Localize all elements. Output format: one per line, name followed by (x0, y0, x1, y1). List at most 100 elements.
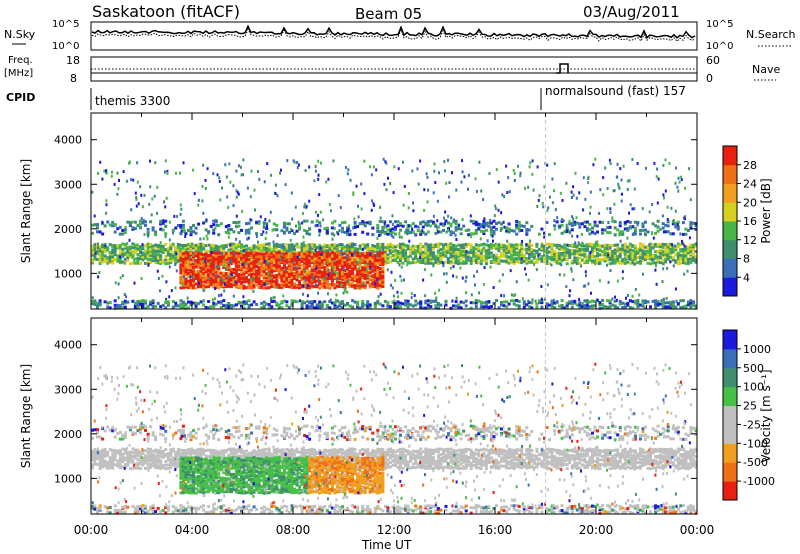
power-cell (686, 245, 690, 249)
power-cell (474, 223, 478, 227)
power-cell (478, 160, 481, 164)
power-cell (298, 266, 301, 270)
power-cell (512, 262, 516, 265)
power-cell (449, 224, 453, 228)
power-cell (500, 222, 503, 226)
power-cell (393, 165, 396, 169)
power-cell (149, 248, 153, 252)
power-cell (136, 247, 140, 251)
power-cell (694, 259, 698, 263)
velocity-cell (91, 507, 94, 511)
power-cell (214, 302, 218, 306)
power-cell (492, 225, 496, 229)
power-cell (176, 259, 180, 263)
power-cell (232, 245, 236, 249)
power-cell (575, 303, 579, 307)
power-cell (686, 269, 689, 273)
power-cell (222, 273, 226, 277)
power-cell (664, 252, 668, 256)
power-cell (151, 226, 155, 230)
power-cell (381, 280, 385, 284)
power-cell (570, 259, 574, 263)
power-cell (270, 252, 274, 256)
power-cell (124, 225, 127, 229)
power-cell (583, 225, 587, 229)
power-cell (527, 247, 531, 251)
power-cell (202, 299, 206, 303)
power-cell (527, 299, 530, 303)
power-cell (242, 262, 246, 266)
power-cell (469, 262, 473, 265)
power-cell (616, 259, 620, 263)
power-cell (121, 252, 125, 255)
power-cell (237, 220, 241, 224)
power-cell (144, 253, 147, 257)
power-cell (310, 303, 314, 307)
power-cell (591, 254, 594, 257)
velocity-cell (139, 508, 142, 512)
power-cell (426, 223, 430, 227)
power-cell (247, 221, 251, 225)
power-cell (459, 250, 463, 253)
power-cell (613, 243, 617, 247)
power-cell (528, 165, 531, 169)
power-cell (315, 223, 319, 227)
power-cell (505, 259, 509, 263)
power-cell (631, 300, 635, 304)
power-cell (149, 220, 153, 224)
power-cell (671, 247, 675, 251)
power-cell (434, 257, 438, 261)
power-cell (168, 265, 171, 269)
power-cell (694, 304, 698, 308)
power-cell (569, 231, 572, 235)
power-cell (608, 231, 612, 235)
power-cell (495, 299, 498, 302)
power-cell (445, 272, 448, 276)
power-cell (661, 305, 665, 309)
power-cell (252, 259, 256, 263)
power-cell (214, 252, 218, 255)
power-cell (149, 260, 153, 264)
power-cell (139, 299, 142, 303)
power-cell (227, 268, 231, 272)
power-cell (394, 249, 397, 253)
power-cell (664, 245, 668, 249)
power-cell (381, 304, 385, 308)
power-cell (285, 274, 289, 277)
power-cell (320, 245, 324, 249)
power-cell (562, 219, 565, 223)
power-cell (674, 244, 677, 248)
power-cell (386, 253, 390, 257)
power-cell (335, 261, 339, 265)
power-cell (512, 302, 516, 306)
power-cell (157, 276, 160, 280)
power-cell (689, 301, 693, 305)
power-cell (661, 262, 665, 266)
power-cell (651, 259, 655, 263)
power-cell (421, 306, 425, 310)
power-cell (573, 251, 577, 255)
power-cell (146, 227, 150, 231)
power-cell (445, 250, 448, 254)
power-cell (472, 301, 476, 305)
power-cell (156, 261, 160, 265)
power-cell (649, 247, 652, 251)
power-cell (681, 221, 685, 225)
power-cell (628, 299, 632, 303)
power-cell (396, 243, 400, 247)
power-cell (363, 303, 367, 307)
power-cell (320, 265, 324, 269)
power-cell (439, 259, 443, 263)
power-cell (607, 221, 610, 224)
power-cell (351, 261, 355, 265)
power-cell (240, 277, 243, 280)
power-cell (631, 158, 634, 161)
power-cell (591, 249, 594, 253)
power-cell (406, 299, 410, 303)
power-cell (674, 305, 678, 309)
power-cell (343, 247, 347, 251)
power-cell (429, 243, 433, 247)
power-cell (361, 299, 365, 303)
power-cell (222, 244, 226, 248)
